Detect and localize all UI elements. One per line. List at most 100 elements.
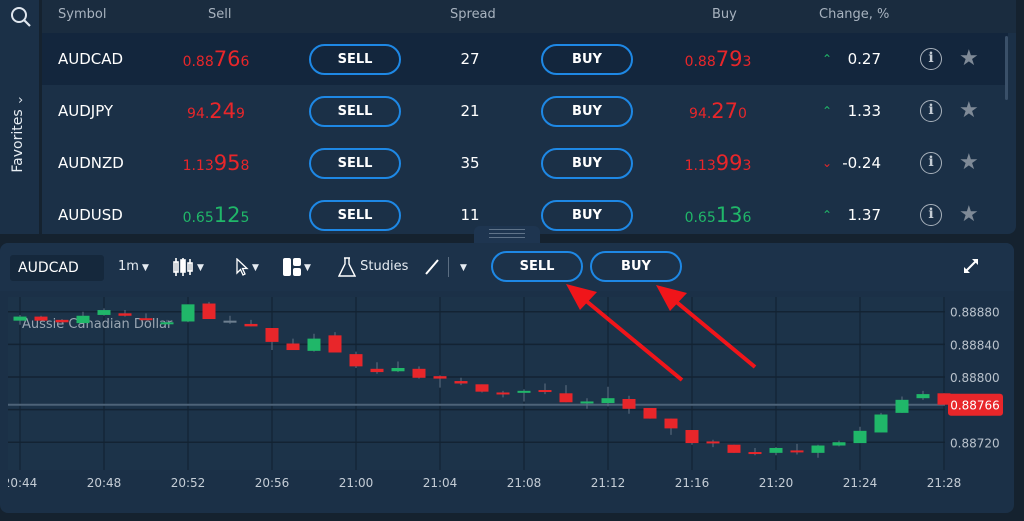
buy-button[interactable]: BUY [541, 44, 633, 75]
cursor-dropdown[interactable]: ▼ [235, 256, 259, 278]
candle-body [265, 328, 279, 342]
candle-body [202, 303, 216, 320]
candle-body [496, 392, 510, 395]
candlestick-icon [173, 257, 193, 276]
caret-down-icon: ▼ [197, 263, 204, 273]
favorite-star-icon[interactable]: ★ [959, 98, 979, 123]
chart-sell-button[interactable]: SELL [491, 251, 583, 282]
candle-body [601, 398, 615, 404]
info-icon[interactable]: i [920, 204, 942, 226]
studies-label: Studies [360, 259, 409, 274]
table-row[interactable]: AUDUSD 0.65125 SELL 11 BUY 0.65136 ⌃ 1.3… [42, 189, 1008, 234]
flask-icon [337, 256, 357, 277]
sell-button[interactable]: SELL [309, 96, 401, 127]
line-draw-icon [425, 258, 439, 275]
candle-body [685, 430, 699, 444]
candle-body [643, 407, 657, 419]
toolbar-divider [448, 256, 449, 277]
candle-body [454, 381, 468, 384]
header-spread: Spread [450, 7, 496, 22]
symbol-name: AUDNZD [58, 154, 124, 172]
header-symbol: Symbol [58, 7, 107, 22]
candle-body [223, 320, 237, 323]
buy-price: 1.13993 [684, 151, 752, 175]
favorite-star-icon[interactable]: ★ [959, 46, 979, 71]
favorite-star-icon[interactable]: ★ [959, 202, 979, 227]
candle-body [433, 376, 447, 379]
caret-down-icon: ▼ [141, 263, 149, 273]
symbol-name: AUDCAD [58, 50, 124, 68]
table-scrollbar[interactable] [1005, 36, 1008, 100]
layout-icon [283, 257, 301, 276]
symbol-input[interactable]: AUDCAD [10, 255, 104, 281]
expand-icon[interactable] [962, 257, 980, 275]
current-price-badge [948, 393, 1003, 416]
spread-value: 35 [460, 154, 480, 172]
interval-dropdown[interactable]: 1m ▼ [118, 256, 149, 278]
x-tick-label: 21:16 [675, 476, 710, 490]
chart-type-dropdown[interactable]: ▼ [172, 256, 204, 278]
sell-price: 0.65125 [182, 203, 250, 227]
x-tick-label: 21:00 [339, 476, 374, 490]
buy-button[interactable]: BUY [541, 96, 633, 127]
table-row[interactable]: AUDCAD 0.88766 SELL 27 BUY 0.88793 ⌃ 0.2… [42, 33, 1008, 85]
x-tick-label: 20:52 [171, 476, 206, 490]
buy-button[interactable]: BUY [541, 148, 633, 179]
sell-button[interactable]: SELL [309, 200, 401, 231]
header-sell: Sell [208, 7, 232, 22]
sell-button[interactable]: SELL [309, 44, 401, 75]
favorites-toggle[interactable]: › Favorites [4, 93, 34, 185]
buy-button[interactable]: BUY [541, 200, 633, 231]
change-value: 1.37 [847, 206, 881, 224]
candle-body [139, 318, 153, 321]
table-row[interactable]: AUDJPY 94.249 SELL 21 BUY 94.270 ⌃ 1.33 … [42, 85, 1008, 137]
search-icon[interactable] [10, 6, 32, 28]
favorite-star-icon[interactable]: ★ [959, 150, 979, 175]
x-tick-label: 21:28 [927, 476, 962, 490]
x-tick-label: 21:20 [759, 476, 794, 490]
x-tick-label: 20:48 [87, 476, 122, 490]
sidebar: › Favorites [0, 0, 40, 234]
candle-body [664, 418, 678, 429]
sell-price: 0.88766 [182, 47, 250, 71]
x-tick-label: 20:44 [8, 476, 37, 490]
trend-up-icon: ⌃ [822, 208, 833, 222]
chart-buy-button[interactable]: BUY [590, 251, 682, 282]
caret-down-icon: ▼ [460, 263, 467, 273]
plot-area [8, 297, 945, 470]
info-icon[interactable]: i [920, 152, 942, 174]
info-icon[interactable]: i [920, 100, 942, 122]
favorites-label: Favorites [10, 109, 26, 173]
x-tick-label: 21:04 [423, 476, 458, 490]
candle-body [97, 310, 111, 315]
sell-price: 94.249 [187, 99, 245, 123]
layout-dropdown[interactable]: ▼ [283, 256, 311, 278]
x-tick-label: 21:12 [591, 476, 626, 490]
candle-body [118, 313, 132, 316]
cursor-icon [236, 256, 249, 276]
panel-resize-handle[interactable] [474, 226, 540, 244]
y-tick-label: 0.88880 [950, 306, 1000, 320]
candle-body [538, 390, 552, 393]
candle-body [34, 316, 48, 321]
candlestick-chart[interactable]: 0.88880 0.88840 0.88800 0.88720 20:44 20:48 20… [8, 297, 1008, 497]
trend-up-icon: ⌃ [822, 104, 833, 118]
chevron-right-icon: › [18, 93, 24, 108]
x-tick-label: 20:56 [255, 476, 290, 490]
spread-value: 27 [460, 50, 480, 68]
candle-body [13, 316, 27, 321]
symbol-name: AUDJPY [58, 102, 114, 120]
candle-body [748, 452, 762, 455]
buy-price: 94.270 [689, 99, 747, 123]
trend-up-icon: ⌃ [822, 52, 833, 66]
sell-button[interactable]: SELL [309, 148, 401, 179]
table-row[interactable]: AUDNZD 1.13958 SELL 35 BUY 1.13993 ⌄ -0.… [42, 137, 1008, 189]
candle-body [160, 322, 174, 325]
header-buy: Buy [712, 7, 737, 22]
candle-body [244, 323, 258, 327]
sell-price: 1.13958 [182, 151, 250, 175]
info-icon[interactable]: i [920, 48, 942, 70]
drawing-tools-dropdown[interactable]: ▼ [424, 256, 467, 278]
candle-body [559, 393, 573, 403]
studies-button[interactable]: Studies [337, 256, 409, 278]
